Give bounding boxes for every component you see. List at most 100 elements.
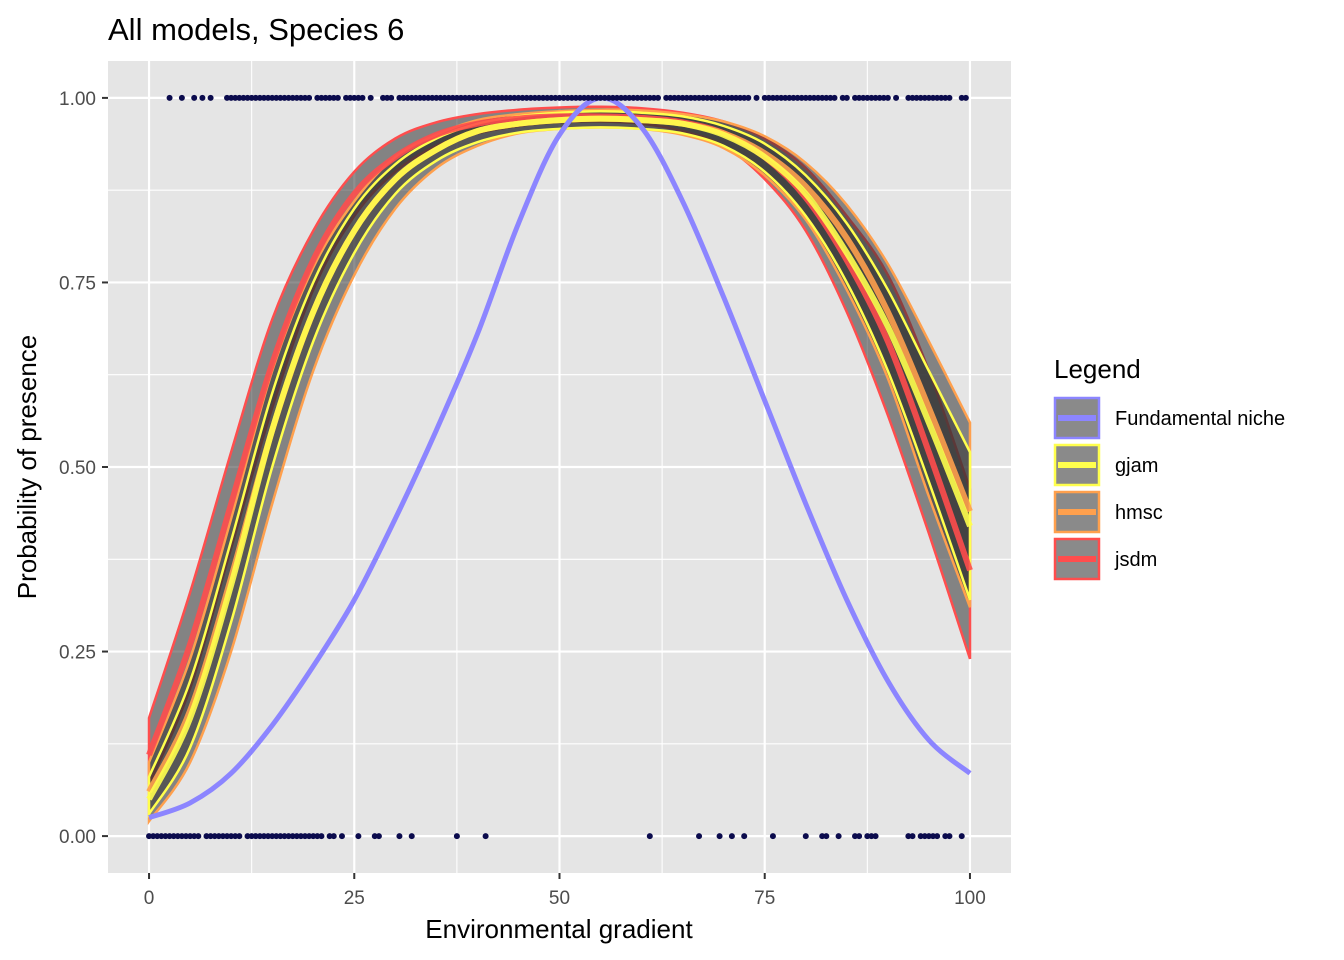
presence-point	[655, 94, 662, 101]
absence-point	[917, 833, 924, 840]
absence-point	[741, 833, 748, 840]
x-tick-label: 25	[344, 888, 365, 909]
series-lines	[146, 95, 973, 820]
absence-point	[306, 833, 313, 840]
presence-point	[708, 94, 715, 101]
absence-point	[166, 833, 173, 840]
presence-point	[322, 94, 329, 101]
absence-point	[244, 833, 251, 840]
presence-point	[790, 94, 797, 101]
presence-point	[523, 94, 530, 101]
presence-point	[572, 94, 579, 101]
presence-point	[326, 94, 333, 101]
absence-point	[868, 833, 875, 840]
presence-point	[207, 94, 214, 101]
legend-label-3: jsdm	[1114, 549, 1157, 571]
presence-point	[753, 94, 760, 101]
absence-point	[872, 833, 879, 840]
presence-point	[930, 94, 937, 101]
presence-point	[297, 94, 304, 101]
presence-point	[421, 94, 428, 101]
presence-point	[482, 94, 489, 101]
presence-point	[868, 94, 875, 101]
presence-point	[544, 94, 551, 101]
absence-point	[375, 833, 382, 840]
presence-point	[531, 94, 538, 101]
absence-point	[162, 833, 169, 840]
presence-point	[802, 94, 809, 101]
presence-point	[478, 94, 485, 101]
presence-point	[831, 94, 838, 101]
line-fundamental-niche	[148, 95, 972, 820]
presence-point	[511, 94, 518, 101]
absence-point	[310, 833, 317, 840]
absence-point	[921, 833, 928, 840]
presence-point	[490, 94, 497, 101]
presence-point	[351, 94, 358, 101]
absence-point	[232, 833, 239, 840]
absence-point	[224, 833, 231, 840]
presence-point	[306, 94, 313, 101]
presence-point	[556, 94, 563, 101]
y-tick-label: 0.75	[59, 273, 96, 294]
presence-point	[618, 94, 625, 101]
absence-point	[252, 833, 259, 840]
presence-point	[453, 94, 460, 101]
absence-point	[318, 833, 325, 840]
absence-point	[728, 833, 735, 840]
presence-point	[630, 94, 637, 101]
presence-point	[535, 94, 542, 101]
y-tick-label: 1.00	[59, 89, 96, 110]
presence-point	[248, 94, 255, 101]
presence-point	[236, 94, 243, 101]
presence-point	[515, 94, 522, 101]
presence-point	[921, 94, 928, 101]
absence-point	[158, 833, 165, 840]
absence-point	[302, 833, 309, 840]
presence-point	[683, 94, 690, 101]
presence-point	[810, 94, 817, 101]
presence-point	[638, 94, 645, 101]
absence-point	[281, 833, 288, 840]
presence-point	[856, 94, 863, 101]
absence-point	[802, 833, 809, 840]
absence-point	[293, 833, 300, 840]
y-tick-label: 0.25	[59, 643, 96, 664]
x-tick-label: 0	[144, 888, 155, 909]
presence-point	[704, 94, 711, 101]
absence-point	[856, 833, 863, 840]
presence-point	[277, 94, 284, 101]
presence-point	[302, 94, 309, 101]
absence-point	[453, 833, 460, 840]
presence-point	[224, 94, 231, 101]
absence-point	[285, 833, 292, 840]
presence-point	[380, 94, 387, 101]
presence-point	[347, 94, 354, 101]
absence-point	[150, 833, 157, 840]
presence-point	[745, 94, 752, 101]
presence-point	[696, 94, 703, 101]
presence-point	[909, 94, 916, 101]
absence-point	[396, 833, 403, 840]
absence-point	[482, 833, 489, 840]
absence-point	[326, 833, 333, 840]
presence-point	[622, 94, 629, 101]
presence-point	[852, 94, 859, 101]
absence-point	[905, 833, 912, 840]
presence-point	[737, 94, 744, 101]
presence-point	[671, 94, 678, 101]
presence-point	[560, 94, 567, 101]
absence-point	[408, 833, 415, 840]
presence-point	[384, 94, 391, 101]
presence-point	[388, 94, 395, 101]
absence-point	[207, 833, 214, 840]
absence-point	[338, 833, 345, 840]
absence-point	[178, 833, 185, 840]
presence-point	[281, 94, 288, 101]
presence-point	[585, 94, 592, 101]
presence-point	[679, 94, 686, 101]
presence-point	[552, 94, 559, 101]
absence-point	[256, 833, 263, 840]
absence-point	[273, 833, 280, 840]
